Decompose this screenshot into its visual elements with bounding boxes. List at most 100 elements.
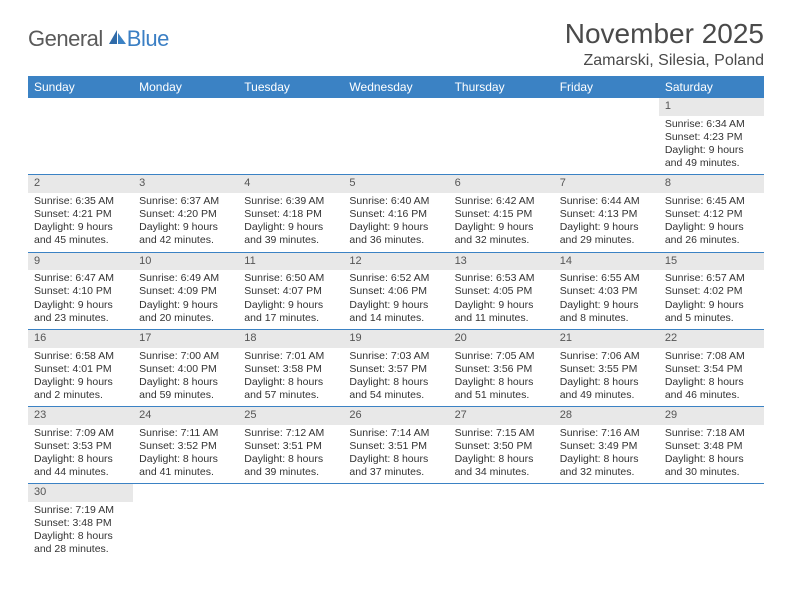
day-data-cell xyxy=(554,502,659,561)
sunset-line: Sunset: 3:56 PM xyxy=(455,363,548,376)
sunrise-line: Sunrise: 6:53 AM xyxy=(455,272,548,285)
daylight-line-1: Daylight: 9 hours xyxy=(139,299,232,312)
day-number-row: 1 xyxy=(28,98,764,116)
sunset-line: Sunset: 4:23 PM xyxy=(665,131,758,144)
day-data-cell: Sunrise: 7:12 AMSunset: 3:51 PMDaylight:… xyxy=(238,425,343,484)
daylight-line-1: Daylight: 9 hours xyxy=(34,376,127,389)
sunrise-line: Sunrise: 6:40 AM xyxy=(349,195,442,208)
day-data-cell xyxy=(343,116,448,175)
sunset-line: Sunset: 4:10 PM xyxy=(34,285,127,298)
daylight-line-1: Daylight: 9 hours xyxy=(560,299,653,312)
daylight-line-1: Daylight: 9 hours xyxy=(665,299,758,312)
day-number-cell xyxy=(659,484,764,502)
sunset-line: Sunset: 4:21 PM xyxy=(34,208,127,221)
day-data-cell xyxy=(449,502,554,561)
day-number-cell: 12 xyxy=(343,252,448,270)
day-number-cell: 27 xyxy=(449,407,554,425)
day-data-cell xyxy=(28,116,133,175)
daylight-line-1: Daylight: 9 hours xyxy=(455,299,548,312)
day-number-row: 9101112131415 xyxy=(28,252,764,270)
day-number-cell xyxy=(238,484,343,502)
day-data-cell: Sunrise: 7:06 AMSunset: 3:55 PMDaylight:… xyxy=(554,348,659,407)
weekday-header-row: Sunday Monday Tuesday Wednesday Thursday… xyxy=(28,76,764,98)
weekday-header: Saturday xyxy=(659,76,764,98)
daylight-line-1: Daylight: 9 hours xyxy=(244,299,337,312)
day-data-cell: Sunrise: 6:49 AMSunset: 4:09 PMDaylight:… xyxy=(133,270,238,329)
sunrise-line: Sunrise: 7:14 AM xyxy=(349,427,442,440)
day-number-cell: 15 xyxy=(659,252,764,270)
location-text: Zamarski, Silesia, Poland xyxy=(565,52,764,70)
logo-text-general: General xyxy=(28,26,103,52)
sunrise-line: Sunrise: 7:19 AM xyxy=(34,504,127,517)
sunset-line: Sunset: 3:58 PM xyxy=(244,363,337,376)
day-data-cell: Sunrise: 6:44 AMSunset: 4:13 PMDaylight:… xyxy=(554,193,659,252)
logo-text-blue: Blue xyxy=(127,26,169,52)
sunset-line: Sunset: 4:18 PM xyxy=(244,208,337,221)
daylight-line-2: and 37 minutes. xyxy=(349,466,442,479)
day-number-cell: 11 xyxy=(238,252,343,270)
daylight-line-1: Daylight: 8 hours xyxy=(455,453,548,466)
day-number-cell: 4 xyxy=(238,175,343,193)
day-data-cell: Sunrise: 7:00 AMSunset: 4:00 PMDaylight:… xyxy=(133,348,238,407)
sunrise-line: Sunrise: 6:52 AM xyxy=(349,272,442,285)
sunrise-line: Sunrise: 6:58 AM xyxy=(34,350,127,363)
sunset-line: Sunset: 4:07 PM xyxy=(244,285,337,298)
day-data-cell xyxy=(343,502,448,561)
daylight-line-1: Daylight: 9 hours xyxy=(665,221,758,234)
sunset-line: Sunset: 4:06 PM xyxy=(349,285,442,298)
daylight-line-2: and 49 minutes. xyxy=(560,389,653,402)
calendar-body: 1Sunrise: 6:34 AMSunset: 4:23 PMDaylight… xyxy=(28,98,764,561)
sunset-line: Sunset: 3:50 PM xyxy=(455,440,548,453)
daylight-line-2: and 29 minutes. xyxy=(560,234,653,247)
sunrise-line: Sunrise: 6:55 AM xyxy=(560,272,653,285)
daylight-line-1: Daylight: 8 hours xyxy=(244,453,337,466)
day-number-cell: 6 xyxy=(449,175,554,193)
weekday-header: Tuesday xyxy=(238,76,343,98)
sunset-line: Sunset: 4:16 PM xyxy=(349,208,442,221)
daylight-line-1: Daylight: 8 hours xyxy=(455,376,548,389)
sunrise-line: Sunrise: 7:11 AM xyxy=(139,427,232,440)
daylight-line-2: and 34 minutes. xyxy=(455,466,548,479)
daylight-line-2: and 14 minutes. xyxy=(349,312,442,325)
sunset-line: Sunset: 3:51 PM xyxy=(349,440,442,453)
day-number-cell xyxy=(238,98,343,116)
sunrise-line: Sunrise: 7:09 AM xyxy=(34,427,127,440)
day-number-cell xyxy=(554,484,659,502)
day-data-cell: Sunrise: 7:15 AMSunset: 3:50 PMDaylight:… xyxy=(449,425,554,484)
day-number-cell: 25 xyxy=(238,407,343,425)
day-number-row: 2345678 xyxy=(28,175,764,193)
day-number-cell: 20 xyxy=(449,329,554,347)
daylight-line-2: and 26 minutes. xyxy=(665,234,758,247)
day-number-cell: 22 xyxy=(659,329,764,347)
daylight-line-1: Daylight: 8 hours xyxy=(139,376,232,389)
day-number-cell: 5 xyxy=(343,175,448,193)
sunrise-line: Sunrise: 6:45 AM xyxy=(665,195,758,208)
sunrise-line: Sunrise: 7:06 AM xyxy=(560,350,653,363)
sunrise-line: Sunrise: 6:50 AM xyxy=(244,272,337,285)
day-number-cell: 26 xyxy=(343,407,448,425)
daylight-line-1: Daylight: 9 hours xyxy=(560,221,653,234)
day-data-row: Sunrise: 6:35 AMSunset: 4:21 PMDaylight:… xyxy=(28,193,764,252)
day-data-cell xyxy=(449,116,554,175)
day-number-cell: 10 xyxy=(133,252,238,270)
sunset-line: Sunset: 4:05 PM xyxy=(455,285,548,298)
daylight-line-2: and 32 minutes. xyxy=(455,234,548,247)
daylight-line-2: and 41 minutes. xyxy=(139,466,232,479)
day-data-cell: Sunrise: 7:11 AMSunset: 3:52 PMDaylight:… xyxy=(133,425,238,484)
day-number-cell: 28 xyxy=(554,407,659,425)
weekday-header: Friday xyxy=(554,76,659,98)
day-number-cell: 13 xyxy=(449,252,554,270)
daylight-line-2: and 49 minutes. xyxy=(665,157,758,170)
day-number-cell xyxy=(343,484,448,502)
daylight-line-1: Daylight: 8 hours xyxy=(244,376,337,389)
day-data-cell xyxy=(238,502,343,561)
day-data-cell: Sunrise: 6:40 AMSunset: 4:16 PMDaylight:… xyxy=(343,193,448,252)
day-number-row: 23242526272829 xyxy=(28,407,764,425)
day-data-cell: Sunrise: 6:35 AMSunset: 4:21 PMDaylight:… xyxy=(28,193,133,252)
day-data-cell: Sunrise: 6:37 AMSunset: 4:20 PMDaylight:… xyxy=(133,193,238,252)
weekday-header: Thursday xyxy=(449,76,554,98)
day-data-cell: Sunrise: 6:53 AMSunset: 4:05 PMDaylight:… xyxy=(449,270,554,329)
day-data-cell: Sunrise: 7:05 AMSunset: 3:56 PMDaylight:… xyxy=(449,348,554,407)
daylight-line-2: and 39 minutes. xyxy=(244,466,337,479)
sunset-line: Sunset: 3:57 PM xyxy=(349,363,442,376)
